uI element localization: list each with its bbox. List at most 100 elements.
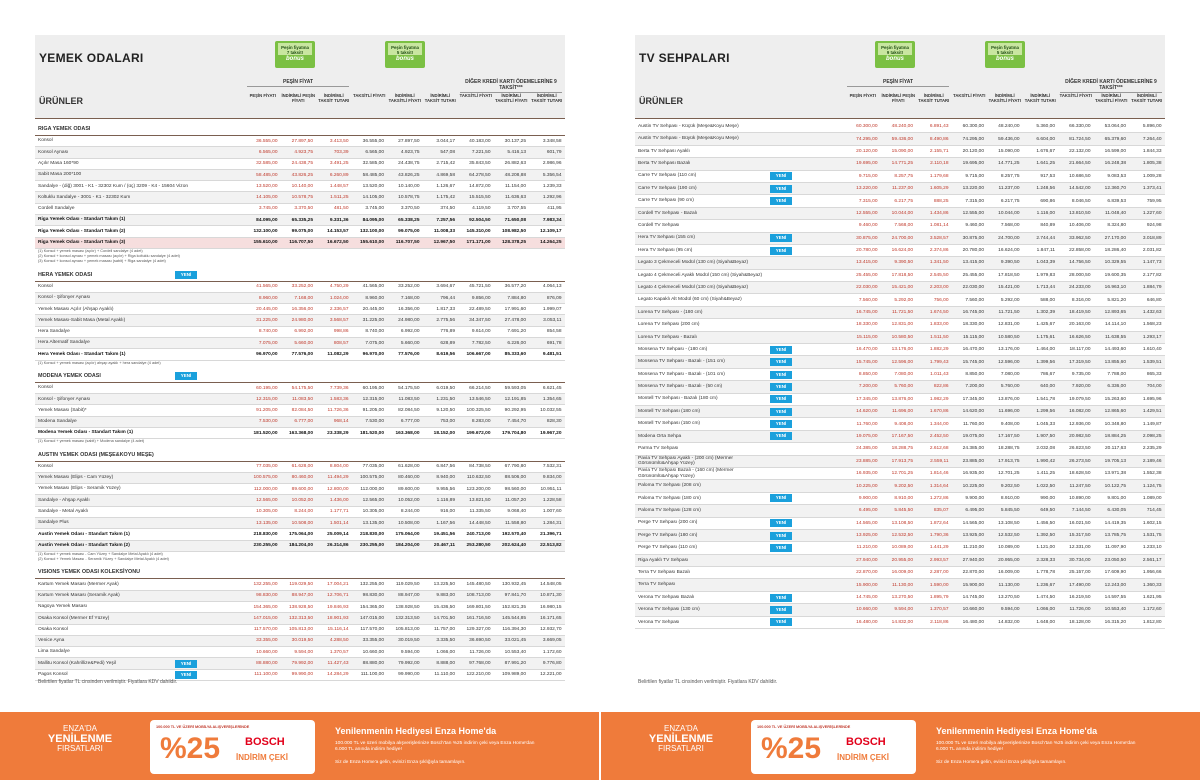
- price-row: Konsol Aynası 6.565,00 4.923,75 703,39 6.565…: [35, 147, 565, 159]
- price: 36.577,20: [504, 284, 526, 290]
- price: 84.095,00: [256, 217, 278, 223]
- price: 33.962,50: [1069, 235, 1091, 241]
- price: 20.445,00: [256, 306, 278, 312]
- price: 20.120,00: [856, 148, 878, 154]
- price: 106.667,00: [466, 352, 491, 357]
- product-name: Pagos Konsol YENİ: [35, 670, 245, 679]
- price: 9.390,50: [894, 260, 913, 266]
- new-badge: YENİ: [770, 234, 792, 243]
- price: 1.511,50: [930, 334, 949, 340]
- price: 15.115,00: [963, 334, 984, 340]
- price: 9.120,50: [436, 408, 455, 414]
- price: 12.555,00: [856, 210, 878, 216]
- price: 12.596,00: [891, 359, 913, 365]
- price: 13.520,00: [256, 183, 278, 189]
- price: 1.116,89: [436, 498, 455, 504]
- price: 14.105,00: [362, 195, 384, 201]
- price: 10.406,00: [1069, 223, 1091, 229]
- price: 1.895,79: [929, 595, 949, 601]
- product-name-text: Cordell TV Sehpası - Bazalı: [638, 210, 698, 216]
- price: 230.255,00: [359, 543, 384, 549]
- price: 12.109,17: [540, 229, 562, 235]
- price: 703,39: [333, 149, 349, 155]
- price: 14.745,00: [962, 595, 984, 601]
- set-note: (1) Konsol + yemek masası (açılır) + Cor…: [38, 248, 143, 253]
- price: 27.940,00: [856, 557, 878, 563]
- price: 5.845,50: [1000, 508, 1020, 514]
- price: 5.896,00: [1142, 124, 1162, 130]
- product-name: Lorena TV Sehpası (200 cm): [635, 322, 845, 328]
- new-badge: YENİ: [770, 395, 792, 404]
- product-name: Yemek Masası (Elips - Cam Yüzey): [35, 475, 245, 481]
- price: 145.310,00: [466, 229, 491, 235]
- price: 175.064,00: [288, 531, 313, 537]
- price: 1.124,75: [1142, 483, 1162, 489]
- price: 11.083,50: [292, 396, 313, 402]
- price: 81.724,50: [1069, 136, 1091, 142]
- price: 14.542,00: [1069, 186, 1091, 192]
- price: 998,86: [333, 329, 349, 335]
- price: 7.080,00: [1000, 372, 1020, 377]
- product-name: Yemek Masası (Elips - Seramik Yüzey): [35, 486, 245, 492]
- price: 16.248,38: [1104, 161, 1126, 167]
- price: 18.419,50: [1069, 310, 1091, 316]
- banner-text: 100.000 TL ve üzeri mobilya alışverişler…: [936, 741, 1136, 752]
- price: 7.788,00: [1107, 372, 1126, 377]
- price: 9.390,50: [1000, 260, 1020, 266]
- product-name-text: Riga Yemek Odası - Standart Takım (3): [38, 240, 126, 246]
- price: 640,00: [1040, 384, 1055, 390]
- price: 1.907,50: [1036, 433, 1055, 439]
- price: 99.990,00: [398, 672, 420, 678]
- price: 20.982,50: [1069, 433, 1091, 439]
- product-name: Montell TV Sehpası - Bazalı (180 cm) YENİ: [635, 395, 845, 404]
- price-row: Cordell TV Sehpası 9.460,00 7.568,00 1.081,…: [635, 220, 1165, 233]
- price: 11.057,20: [505, 498, 526, 504]
- price: 14.701,50: [433, 615, 455, 621]
- price: 1.399,56: [1036, 359, 1055, 365]
- price-row: Konsol 60.195,00 54.175,50 7.739,36 60.195,0…: [35, 383, 565, 395]
- new-badge: YENİ: [770, 358, 792, 367]
- price: 17.818,50: [891, 272, 913, 278]
- price: 181.520,00: [359, 430, 384, 436]
- price: 1.341,50: [929, 260, 949, 266]
- set-note: (2) Konsol + Yemek Masası - Seramik Yüze…: [38, 557, 169, 562]
- price-row: Paloma TV Sehpası (208 cm) 10.225,00 9.202…: [635, 480, 1165, 493]
- price: 2.031,82: [1142, 248, 1162, 254]
- price: 1.147,73: [1142, 260, 1162, 266]
- price: 22.489,50: [469, 306, 491, 312]
- products-label: ÜRÜNLER: [639, 96, 683, 106]
- price: 1.314,64: [929, 483, 949, 489]
- price: 147.015,00: [253, 615, 278, 621]
- price-row: Sandalye - Metal Ayaklı 10.305,00 8.244,00…: [35, 507, 565, 519]
- product-name-text: Parma TV Sehpası: [638, 446, 679, 452]
- price: 105.813,00: [288, 627, 313, 633]
- price: 2.098,25: [1142, 433, 1162, 439]
- price: 10.508,00: [291, 520, 313, 526]
- price: 65.338,25: [398, 217, 420, 223]
- price: 19.075,00: [856, 433, 878, 439]
- price: 13.220,00: [962, 186, 984, 192]
- product-name: Konsol: [35, 385, 245, 391]
- price: 154.365,00: [359, 604, 384, 610]
- product-name-text: Hera Alternatif Sandalye: [38, 340, 90, 346]
- price: 58.485,00: [256, 172, 278, 178]
- price: 14.105,00: [256, 195, 278, 201]
- new-badge: YENİ: [770, 246, 792, 255]
- price: 5.760,00: [1000, 384, 1020, 390]
- price: 11.726,00: [1069, 607, 1091, 613]
- price: 5.760,00: [894, 384, 913, 390]
- price: 24.700,00: [891, 235, 913, 241]
- price: 11.097,90: [1105, 545, 1126, 551]
- price: 9.594,00: [894, 607, 913, 613]
- price: 11.494,29: [327, 475, 349, 481]
- price: 1.474,50: [1036, 595, 1055, 601]
- price: 835,07: [933, 508, 949, 514]
- price-row: Riga Yemek Odası - Standart Takım (3) 155…: [35, 237, 565, 249]
- product-name: Osaka Konsol (Mermer Ef Yüzey): [35, 616, 245, 622]
- product-name-text: Terra TV Sehpası Bazalı: [638, 569, 690, 575]
- price: 1.392,50: [1036, 533, 1055, 539]
- price: 17.167,50: [891, 433, 913, 439]
- price: 65.335,25: [291, 217, 313, 223]
- product-name-text: Osaka Konsol: [38, 626, 68, 632]
- price: 10.044,00: [891, 210, 913, 216]
